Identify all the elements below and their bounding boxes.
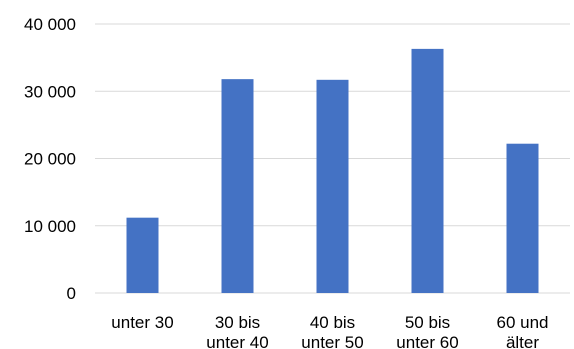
x-category-label-line: 50 bis xyxy=(405,313,450,332)
bar xyxy=(126,217,159,293)
x-category-label: 40 bis unter 50 xyxy=(301,313,363,349)
bar xyxy=(316,79,349,293)
x-category-label: 60 und älter xyxy=(497,313,549,349)
x-category-label-line: 60 und xyxy=(497,313,549,332)
y-tick-label: 10 000 xyxy=(24,217,76,236)
x-category-label-line: 40 bis xyxy=(310,313,355,332)
x-category-label: 50 bis unter 60 xyxy=(396,313,458,349)
bars xyxy=(126,48,539,294)
bar xyxy=(411,48,444,293)
x-category-label-line: älter xyxy=(506,333,539,349)
x-category-label: unter 30 xyxy=(111,313,173,332)
y-tick-label: 20 000 xyxy=(24,150,76,169)
bar xyxy=(506,143,539,293)
x-category-label-line: unter 50 xyxy=(301,333,363,349)
x-category-label-line: unter 30 xyxy=(111,313,173,332)
x-axis-category-labels: unter 30 30 bis unter 40 40 bis unter 50 50 b… xyxy=(111,313,548,349)
x-category-label-line: unter 40 xyxy=(206,333,268,349)
x-category-label-line: unter 60 xyxy=(396,333,458,349)
y-tick-label: 30 000 xyxy=(24,82,76,101)
bar xyxy=(221,79,254,294)
y-tick-label: 40 000 xyxy=(24,15,76,34)
y-axis-tick-labels: 0 10 000 20 000 30 000 40 000 xyxy=(24,15,76,303)
x-category-label-line: 30 bis xyxy=(215,313,260,332)
y-tick-label: 0 xyxy=(67,284,76,303)
x-category-label: 30 bis unter 40 xyxy=(206,313,268,349)
